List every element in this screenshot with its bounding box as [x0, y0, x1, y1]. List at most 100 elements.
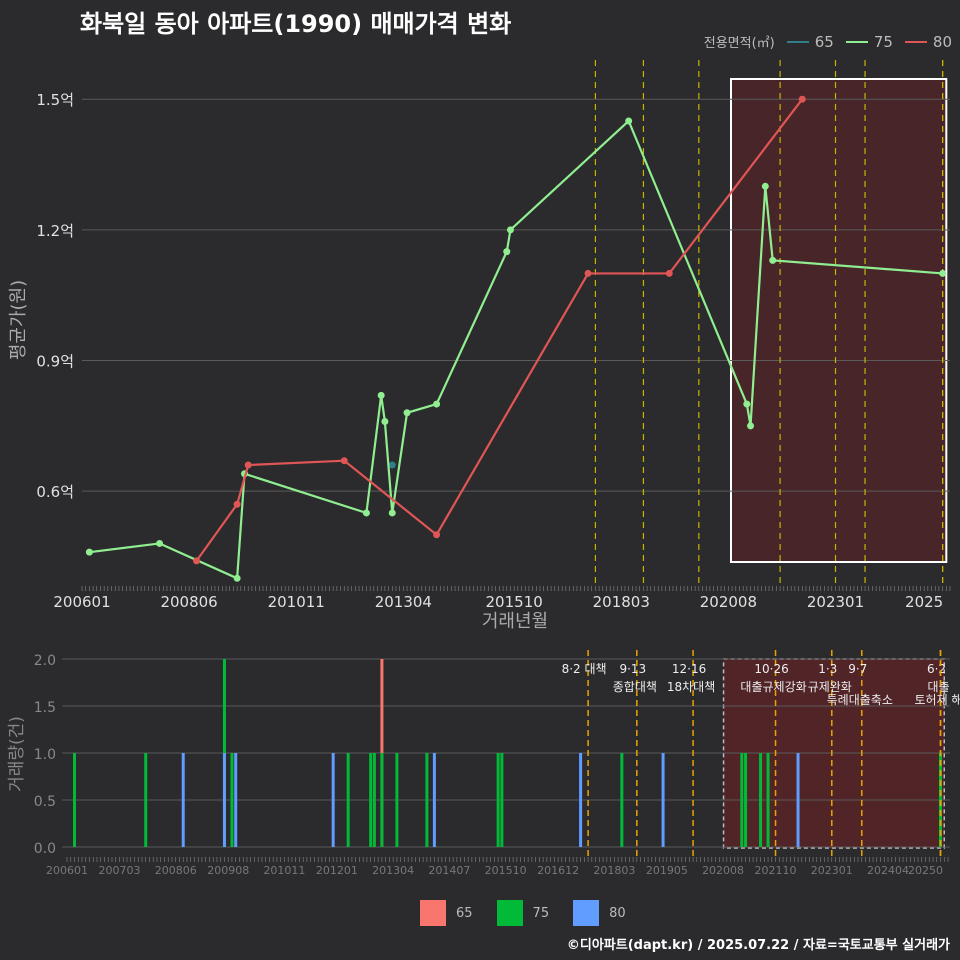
- event-date-label: 12·16: [672, 662, 706, 676]
- data-point-80: [244, 461, 252, 469]
- footer-credit: ©디아파트(dapt.kr) / 2025.07.22 / 자료=국토교통부 실…: [566, 938, 950, 953]
- bar-75: [369, 753, 373, 847]
- event-date-label: 8·2 대책: [562, 661, 607, 676]
- legend-line-80: [904, 40, 927, 43]
- x-tick-label: 202301: [807, 593, 864, 611]
- bar-x-tick-label: 202404: [867, 864, 909, 877]
- data-point-75: [939, 269, 947, 277]
- bar-75: [395, 753, 399, 847]
- event-date-label: 9·13: [619, 662, 646, 676]
- bar-y-tick-label: 2.0: [34, 653, 56, 669]
- series-line-80: [195, 98, 804, 562]
- bar-75: [766, 753, 770, 847]
- event-name-label: 특례대출축소: [827, 693, 893, 707]
- bar-x-tick-label: 20250: [908, 864, 943, 877]
- data-point-75: [769, 256, 777, 264]
- x-tick-label: 201011: [268, 593, 325, 611]
- data-point-80: [798, 95, 806, 103]
- legend-item-65: 65: [786, 32, 834, 51]
- y-axis-label: 평균가(원): [8, 280, 29, 360]
- bar-y-axis-label: 거래량(건): [7, 716, 27, 792]
- event-date-label: 10·26: [754, 662, 788, 676]
- y-tick-label: 1.2억: [36, 222, 74, 240]
- x-tick-label: 202008: [700, 593, 757, 611]
- x-tick-label: 201510: [486, 593, 543, 611]
- bar-x-tick-label: 201905: [646, 864, 688, 877]
- highlight-box-top: [729, 78, 948, 563]
- x-tick-label: 2025: [905, 593, 943, 611]
- data-point-75: [761, 182, 769, 190]
- bar-legend: 65 75 80: [420, 900, 640, 926]
- bar-x-tick-label: 201612: [537, 864, 579, 877]
- bar-80: [432, 753, 436, 847]
- data-point-75: [506, 226, 514, 234]
- data-point-80: [584, 269, 592, 277]
- y-tick-label: 0.9억: [36, 353, 74, 371]
- bar-y-tick-label: 0.0: [34, 841, 56, 857]
- data-point-75: [433, 400, 441, 408]
- bar-75: [496, 753, 500, 847]
- bar-75: [230, 753, 234, 847]
- event-date-label: 9·7: [848, 662, 867, 676]
- bar-80: [234, 753, 238, 847]
- x-axis-label: 거래년월: [482, 611, 548, 632]
- bar-75: [380, 753, 384, 847]
- bar-legend-label-75: 75: [532, 905, 550, 921]
- y-tick-label: 1.5억: [36, 91, 74, 109]
- legend-swatch-80: [573, 900, 600, 926]
- x-tick-label: 200806: [160, 593, 217, 611]
- x-tick-label: 201304: [375, 593, 432, 611]
- legend-label-65: 65: [814, 32, 834, 51]
- data-point-75: [403, 409, 411, 417]
- x-tick-label: 200601: [53, 593, 110, 611]
- chart-title: 화북일 동아 아파트(1990) 매매가격 변화: [80, 10, 512, 38]
- bar-x-tick-label: 202110: [755, 864, 797, 877]
- legend-item-75: 75: [845, 32, 893, 51]
- event-date-label: 1·3: [818, 662, 837, 676]
- bar-x-tick-label: 200908: [207, 864, 249, 877]
- bar-75: [372, 753, 376, 847]
- data-point-75: [381, 417, 389, 425]
- data-point-80: [193, 557, 201, 565]
- data-point-75: [233, 574, 241, 582]
- data-point-75: [388, 509, 396, 517]
- bar-x-tick-label: 202301: [811, 864, 853, 877]
- event-name-label: 대출: [927, 680, 949, 694]
- data-point-80: [233, 500, 241, 508]
- bar-x-tick-label: 201803: [593, 864, 635, 877]
- legend-item-80: 80: [904, 32, 952, 51]
- bar-75: [759, 753, 763, 847]
- data-point-80: [340, 457, 348, 465]
- event-name-label: 규제완화: [808, 680, 852, 694]
- data-point-65: [388, 461, 396, 469]
- legend-label-80: 80: [932, 32, 952, 51]
- bar-x-tick-label: 201407: [428, 864, 470, 877]
- event-name-label: 종합대책: [613, 679, 657, 694]
- bar-75: [744, 753, 748, 847]
- legend-line-65: [786, 40, 809, 43]
- bar-legend-label-65: 65: [456, 905, 473, 921]
- bar-75: [425, 753, 429, 847]
- legend-label-75: 75: [873, 32, 893, 51]
- bar-x-tick-label: 201304: [372, 864, 414, 877]
- data-point-75: [377, 391, 385, 399]
- data-point-75: [362, 509, 370, 517]
- bar-75: [144, 753, 148, 847]
- legend-swatch-75: [496, 900, 523, 926]
- legend-title: 전용면적(㎡): [703, 36, 775, 51]
- bar-y-tick-label: 1.0: [34, 747, 56, 763]
- bar-x-tick-label: 200601: [46, 864, 88, 877]
- bar-y-tick-label: 0.5: [34, 794, 56, 810]
- bar-x-tick-label: 201011: [263, 864, 305, 877]
- bar-legend-label-80: 80: [609, 905, 626, 921]
- line-legend: 전용면적(㎡) 65 75 80: [703, 32, 952, 52]
- bar-80: [181, 753, 185, 847]
- bar-75: [346, 753, 350, 847]
- data-point-80: [433, 531, 441, 539]
- data-point-80: [665, 269, 673, 277]
- bar-y-tick-label: 1.5: [34, 700, 56, 716]
- legend-swatch-65: [420, 900, 446, 926]
- series-line-75: [89, 119, 943, 580]
